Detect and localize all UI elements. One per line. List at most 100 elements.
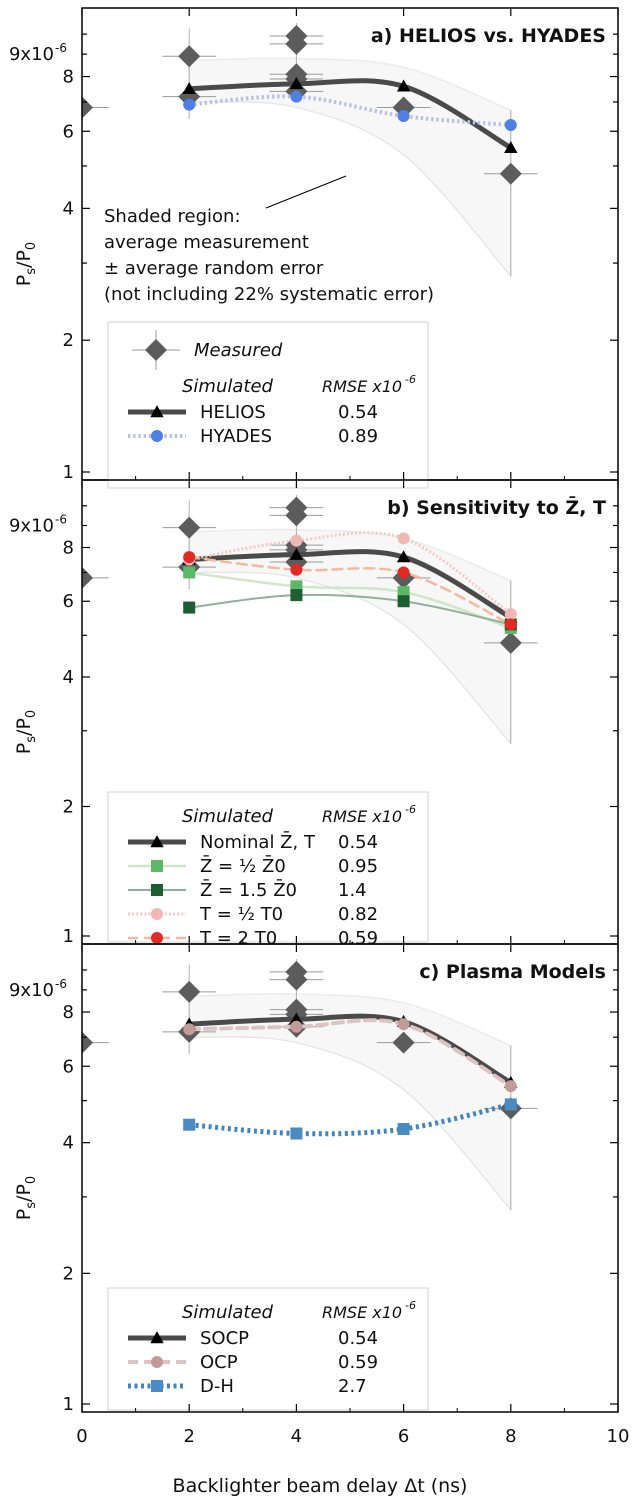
- y-tick-label: 9x10: [9, 515, 54, 536]
- series-2-point: [290, 1127, 303, 1140]
- legend-series-rmse: 2.7: [338, 1376, 367, 1397]
- legend-header-rmse-exp: -6: [405, 1299, 416, 1312]
- measured-point: [178, 45, 201, 68]
- legend-header-rmse-exp: -6: [405, 373, 416, 386]
- panel-title: a) HELIOS vs. HYADES: [371, 25, 606, 47]
- legend-header-rmse: RMSE x10: [322, 377, 402, 396]
- y-tick-label: 8: [63, 537, 74, 558]
- legend-series-name: HYADES: [200, 426, 272, 447]
- y-tick-label: 2: [63, 1263, 74, 1284]
- series-4-point: [183, 551, 196, 564]
- legend-measured-label: Measured: [194, 340, 283, 361]
- series-1-point: [183, 566, 196, 579]
- y-tick-label: 2: [63, 796, 74, 817]
- series-1-point: [397, 1018, 410, 1031]
- measured-point: [285, 504, 308, 527]
- series-0-point: [504, 140, 518, 154]
- series-line-0: [186, 78, 514, 151]
- y-tick-label: 1: [63, 462, 74, 483]
- series-line-1: [187, 1018, 513, 1089]
- series-0-point: [289, 547, 304, 560]
- y-tick-label: 6: [63, 121, 74, 142]
- y-tick-label: 2: [63, 330, 74, 351]
- legend-header-rmse: RMSE x10: [322, 807, 402, 826]
- shade-upper-edge: [189, 57, 512, 111]
- x-tick-label: 4: [291, 1426, 302, 1447]
- series-3-point: [397, 532, 410, 545]
- y-tick-label: 6: [63, 1056, 74, 1077]
- x-tick-label: 10: [607, 1426, 630, 1447]
- legend-series-name: HELIOS: [200, 402, 266, 423]
- series-0-point: [182, 82, 196, 95]
- measured-point: [285, 32, 308, 55]
- annotation-line: (not including 22% systematic error): [104, 284, 434, 305]
- x-tick-label: 2: [183, 1426, 194, 1447]
- legend-header-simulated: Simulated: [182, 376, 274, 397]
- series-line-0: [186, 549, 514, 621]
- legend-series-name: SOCP: [200, 1328, 249, 1349]
- series-4-point: [290, 563, 303, 576]
- x-tick-label: 0: [76, 1426, 87, 1447]
- y-tick-label-exp: -6: [55, 512, 67, 526]
- legend-swatch-marker: [151, 932, 163, 944]
- legend-series-name: Z̄ = ½ Z̄0: [200, 855, 286, 877]
- legend-series-name: Z̄ = 1.5 Z̄0: [200, 879, 297, 901]
- series-line-2: [188, 1101, 512, 1137]
- legend-series-name: OCP: [200, 1352, 238, 1373]
- y-axis-label: Ps/P0: [13, 242, 39, 286]
- series-1-point: [504, 119, 517, 132]
- legend-series-rmse: 1.4: [338, 880, 367, 901]
- x-tick-label: 6: [398, 1426, 409, 1447]
- y-tick-label: 1: [63, 1394, 74, 1415]
- y-tick-label-exp: -6: [55, 977, 67, 991]
- series-line-1: [187, 571, 513, 630]
- legend: Simulated RMSE x10 -6 Nominal Z̄, T 0.54 Z̄ =…: [107, 791, 429, 949]
- legend-swatch-marker: [151, 1380, 163, 1392]
- annotation-line: average measurement: [104, 232, 309, 253]
- series-0-point: [396, 79, 411, 92]
- series-1-point: [290, 1020, 303, 1033]
- legend-header-rmse: RMSE x10: [322, 1303, 402, 1322]
- shaded-error-region: [188, 528, 512, 746]
- legend-header-simulated: Simulated: [182, 1302, 274, 1323]
- series-line-3: [188, 531, 512, 616]
- measured-point: [392, 1031, 415, 1054]
- legend-series-name: T = ½ T0: [199, 904, 283, 925]
- legend-swatch-marker: [150, 835, 164, 848]
- series-line-4: [187, 555, 513, 626]
- legend-series-rmse: 0.59: [338, 1352, 378, 1373]
- legend-series-name: Nominal Z̄, T: [200, 831, 316, 853]
- series-1-point: [397, 586, 410, 599]
- x-tick-label: 8: [505, 1426, 516, 1447]
- series-0-point: [289, 77, 304, 90]
- legend: Measured Simulated RMSE x10 -6 HELIOS 0.54 HYA…: [107, 321, 429, 489]
- series-1-point: [290, 90, 303, 103]
- annotation-pointer: [265, 175, 347, 209]
- series-1-point: [183, 1023, 196, 1036]
- legend-header-rmse-exp: -6: [405, 803, 416, 816]
- shade-upper-edge: [189, 993, 512, 1047]
- legend-series-rmse: 0.59: [338, 928, 378, 949]
- series-line-0: [186, 1013, 514, 1086]
- y-tick-label: 6: [63, 591, 74, 612]
- y-tick-label: 4: [63, 667, 74, 688]
- series-3-point: [290, 534, 303, 547]
- annotation-line: Shaded region:: [104, 206, 241, 227]
- series-1-point: [397, 110, 410, 123]
- measured-point: [392, 96, 415, 119]
- panel-title: c) Plasma Models: [419, 961, 606, 983]
- measured-point: [499, 162, 522, 185]
- legend-series-rmse: 0.95: [338, 856, 378, 877]
- shade-upper-edge: [189, 528, 512, 582]
- x-axis: 0 2 4 6 8 10: [76, 8, 629, 1447]
- series-4-point: [397, 566, 410, 579]
- y-tick-label: 9x10: [9, 980, 54, 1001]
- series-2-point: [183, 601, 196, 614]
- series-4-point: [504, 618, 517, 631]
- legend-series-rmse: 0.54: [338, 832, 378, 853]
